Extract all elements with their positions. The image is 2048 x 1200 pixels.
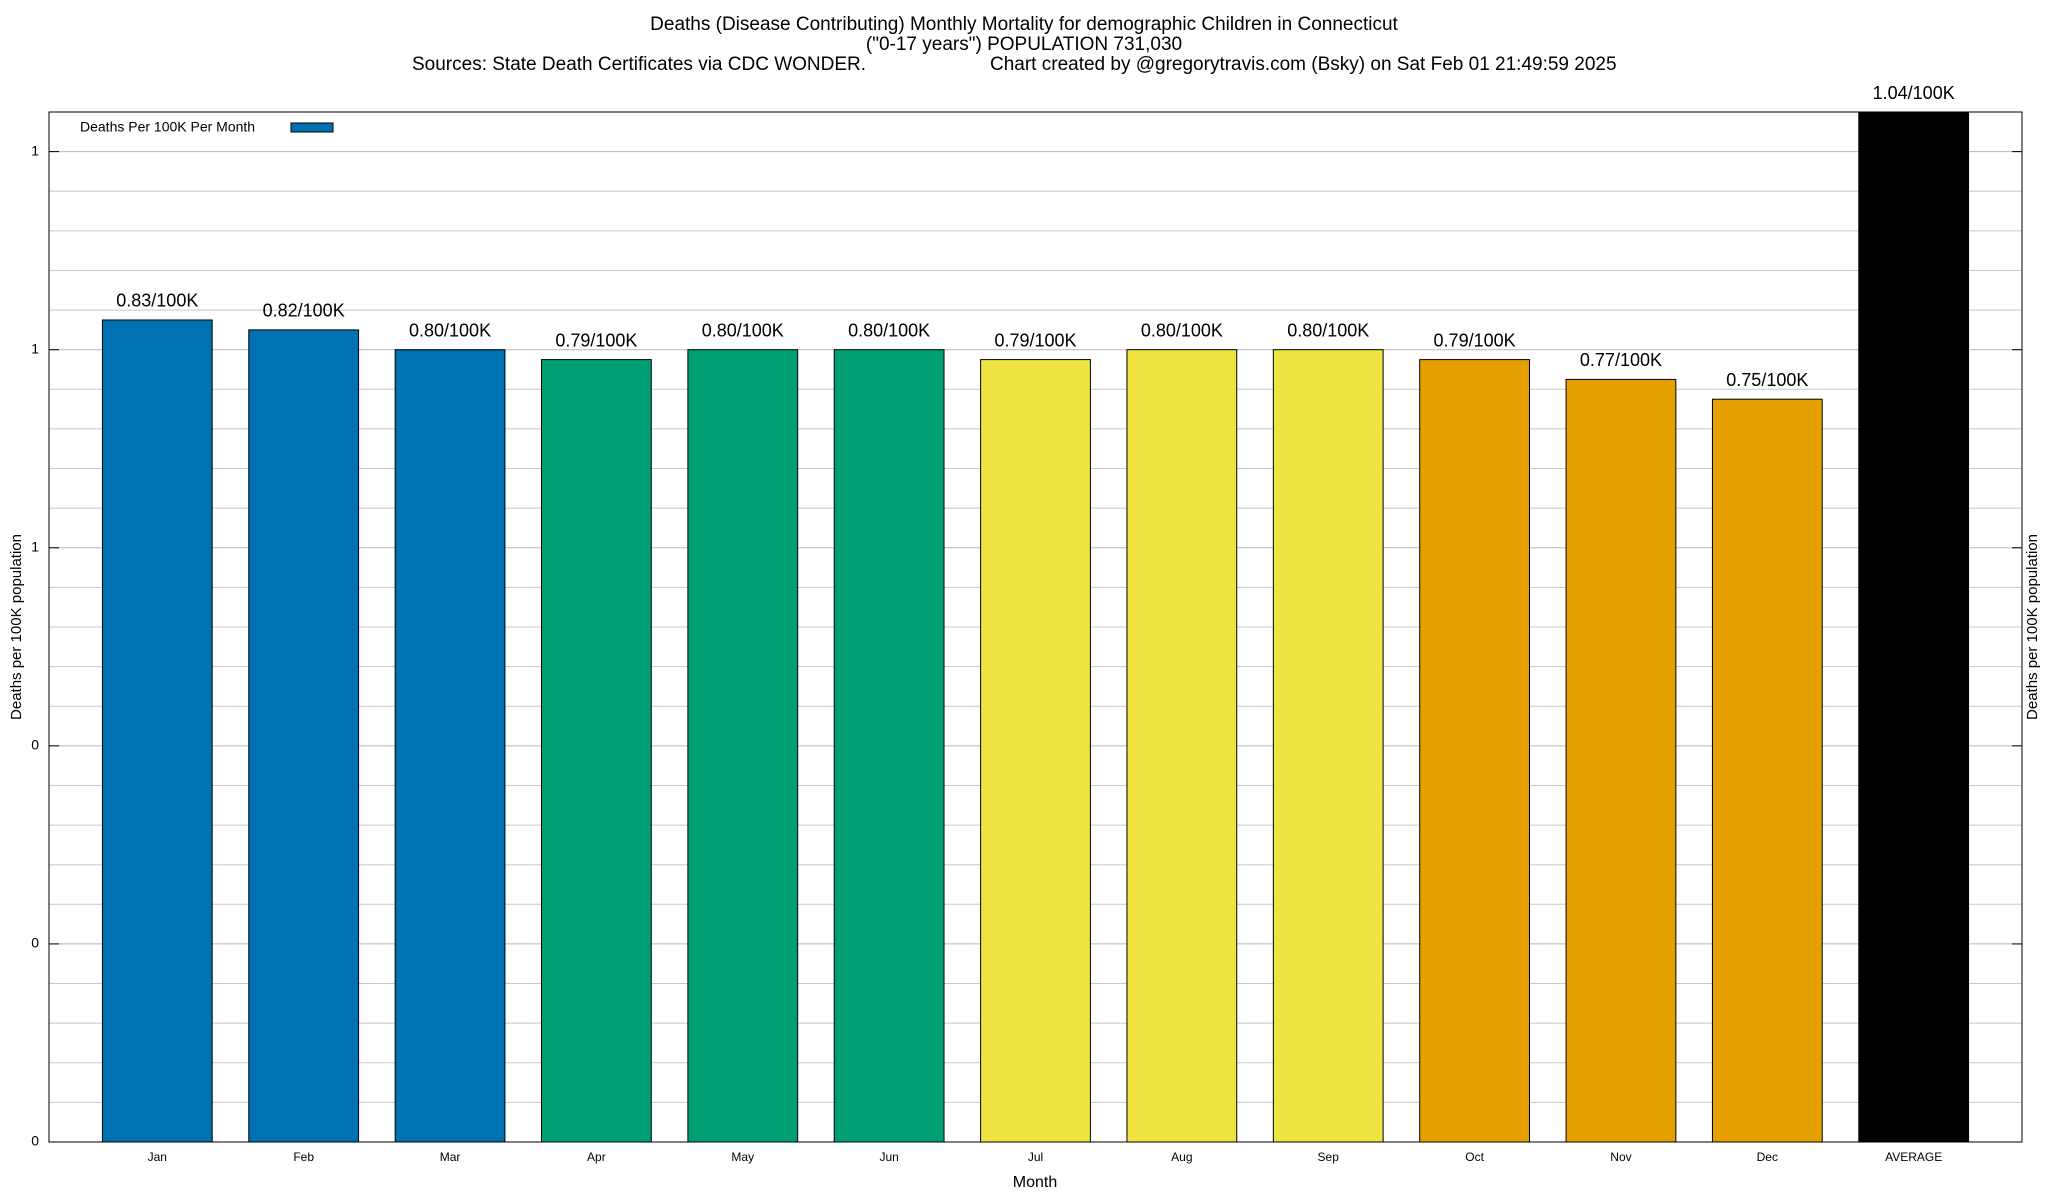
bar — [1126, 349, 1238, 1143]
value-label: 0.80/100K — [848, 320, 930, 340]
y-axis-label: Deaths per 100K population — [8, 534, 25, 720]
x-tick-label: Jan — [148, 1150, 167, 1164]
value-label: 0.80/100K — [409, 320, 491, 340]
value-label: 0.82/100K — [263, 301, 345, 321]
value-label: 0.80/100K — [1141, 320, 1223, 340]
x-tick-label: Aug — [1171, 1150, 1192, 1164]
x-tick-label: Nov — [1610, 1150, 1631, 1164]
bar — [1711, 398, 1823, 1143]
bar — [1419, 359, 1530, 1143]
y-tick-label: 0 — [31, 1133, 39, 1149]
value-label: 0.75/100K — [1726, 370, 1808, 390]
bar — [1858, 111, 1970, 1143]
x-axis-label: Month — [1013, 1174, 1057, 1191]
x-tick-label: Dec — [1757, 1150, 1778, 1164]
x-tick-label: Mar — [440, 1150, 461, 1164]
value-label: 0.79/100K — [994, 330, 1076, 350]
x-tick-label: Sep — [1318, 1150, 1340, 1164]
x-tick-label: Apr — [587, 1150, 606, 1164]
value-label: 0.79/100K — [1434, 330, 1516, 350]
chart-subtitle: ("0-17 years") POPULATION 731,030 — [866, 34, 1182, 55]
x-tick-label: May — [731, 1150, 754, 1164]
value-label: 0.80/100K — [702, 320, 784, 340]
bar — [101, 319, 213, 1143]
y-tick-label: 0 — [31, 935, 39, 951]
bar — [833, 349, 945, 1143]
y-tick-label: 0 — [31, 737, 39, 753]
legend-label: Deaths Per 100K Per Month — [80, 119, 255, 135]
bar — [687, 349, 799, 1143]
bar — [394, 349, 506, 1143]
y-tick-label: 1 — [31, 142, 39, 158]
x-tick-label: Jun — [879, 1150, 898, 1164]
bar — [1272, 349, 1384, 1143]
credit: Chart created by @gregorytravis.com (Bsk… — [990, 54, 1617, 75]
value-label: 0.80/100K — [1287, 320, 1369, 340]
plot-frame — [48, 111, 2023, 1143]
bar — [541, 359, 652, 1143]
chart-title: Deaths (Disease Contributing) Monthly Mo… — [650, 14, 1398, 35]
legend-swatch — [290, 122, 334, 133]
bar — [980, 359, 1091, 1143]
bar — [248, 329, 360, 1143]
value-label: 0.79/100K — [555, 330, 637, 350]
x-tick-label: Feb — [293, 1150, 314, 1164]
y2-axis-label: Deaths per 100K population — [2024, 534, 2041, 720]
y-tick-label: 1 — [31, 340, 39, 356]
y-tick-label: 1 — [31, 538, 39, 554]
value-label: 1.04/100K — [1873, 83, 1955, 103]
value-label: 0.83/100K — [116, 291, 198, 311]
value-label: 0.77/100K — [1580, 350, 1662, 370]
sources: Sources: State Death Certificates via CD… — [412, 54, 866, 75]
bar — [1565, 378, 1677, 1143]
x-tick-label: AVERAGE — [1885, 1150, 1942, 1164]
x-tick-label: Oct — [1465, 1150, 1484, 1164]
x-tick-label: Jul — [1028, 1150, 1043, 1164]
